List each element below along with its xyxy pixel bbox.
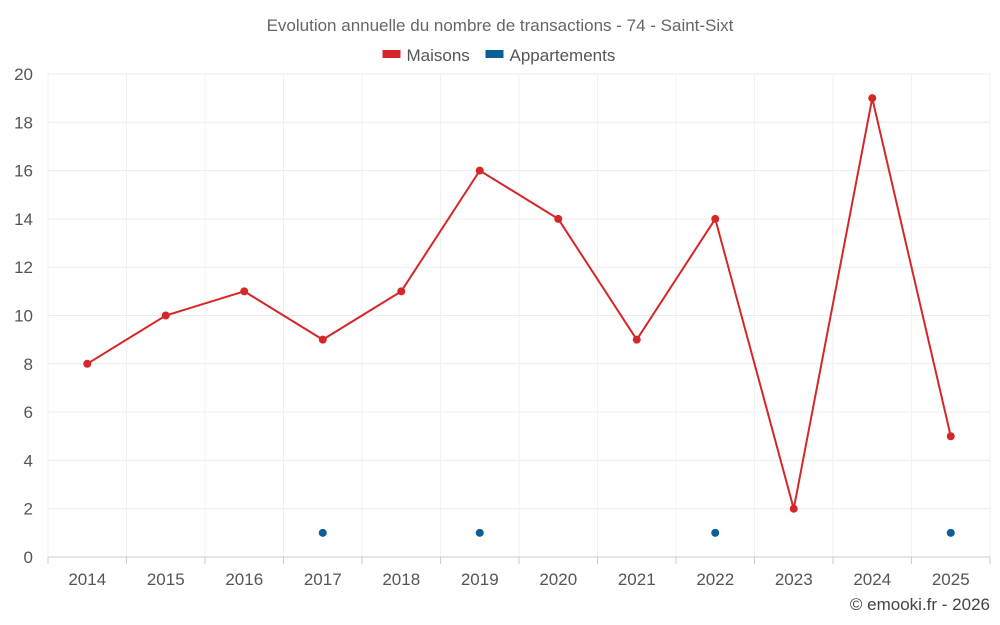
data-point-appartements-2017[interactable] xyxy=(318,528,327,537)
y-tick-label: 12 xyxy=(14,258,33,277)
data-point-appartements-2022[interactable] xyxy=(711,528,720,537)
series-appartements xyxy=(318,528,955,537)
data-point-maisons-2014[interactable] xyxy=(83,359,92,368)
series-layer xyxy=(83,94,955,537)
data-point-maisons-2024[interactable] xyxy=(868,94,877,103)
legend-item-appartements[interactable]: Appartements xyxy=(485,46,616,65)
data-point-appartements-2019[interactable] xyxy=(475,528,484,537)
data-point-appartements-2025[interactable] xyxy=(946,528,955,537)
data-point-maisons-2018[interactable] xyxy=(397,287,406,296)
y-tick-label: 2 xyxy=(24,500,33,519)
x-tick-label: 2022 xyxy=(696,570,734,589)
data-point-maisons-2025[interactable] xyxy=(946,432,955,441)
y-tick-label: 4 xyxy=(24,451,33,470)
credit-text: © emooki.fr - 2026 xyxy=(849,595,990,614)
x-tick-label: 2024 xyxy=(853,570,891,589)
x-tick-label: 2023 xyxy=(775,570,813,589)
axes: 0 2 4 6 8 10 12 14 16 18 20 2014 2015 2016 2017 2018 201… xyxy=(14,65,991,589)
y-tick-label: 14 xyxy=(14,210,33,229)
data-point-maisons-2021[interactable] xyxy=(632,335,641,344)
x-tick-label: 2014 xyxy=(68,570,106,589)
data-point-maisons-2015[interactable] xyxy=(161,311,170,320)
legend-item-maisons[interactable]: Maisons xyxy=(382,46,470,65)
x-tick-label: 2015 xyxy=(147,570,185,589)
legend-swatch xyxy=(382,50,401,58)
legend-label: Appartements xyxy=(510,46,616,65)
legend: Maisons Appartements xyxy=(382,46,616,65)
x-tick-label: 2018 xyxy=(382,570,420,589)
x-tick-label: 2017 xyxy=(304,570,342,589)
series-maisons xyxy=(83,94,955,513)
legend-label: Maisons xyxy=(407,46,470,65)
data-point-maisons-2017[interactable] xyxy=(318,335,327,344)
y-tick-label: 16 xyxy=(14,162,33,181)
x-tick-label: 2025 xyxy=(932,570,970,589)
data-point-maisons-2023[interactable] xyxy=(789,504,798,513)
x-tick-label: 2021 xyxy=(618,570,656,589)
data-point-maisons-2019[interactable] xyxy=(475,166,484,175)
y-tick-label: 18 xyxy=(14,113,33,132)
x-tick-label: 2020 xyxy=(539,570,577,589)
chart-title: Evolution annuelle du nombre de transact… xyxy=(267,16,734,35)
legend-swatch xyxy=(485,50,504,58)
series-line-maisons xyxy=(86,97,952,509)
y-tick-label: 0 xyxy=(24,548,33,567)
x-tick-label: 2019 xyxy=(461,570,499,589)
y-tick-label: 10 xyxy=(14,307,33,326)
x-tick-label: 2016 xyxy=(225,570,263,589)
data-point-maisons-2020[interactable] xyxy=(554,214,563,223)
data-point-maisons-2022[interactable] xyxy=(711,214,720,223)
y-tick-label: 8 xyxy=(24,355,33,374)
data-point-maisons-2016[interactable] xyxy=(240,287,249,296)
y-tick-label: 6 xyxy=(24,403,33,422)
y-tick-label: 20 xyxy=(14,65,33,84)
grid xyxy=(47,73,991,557)
